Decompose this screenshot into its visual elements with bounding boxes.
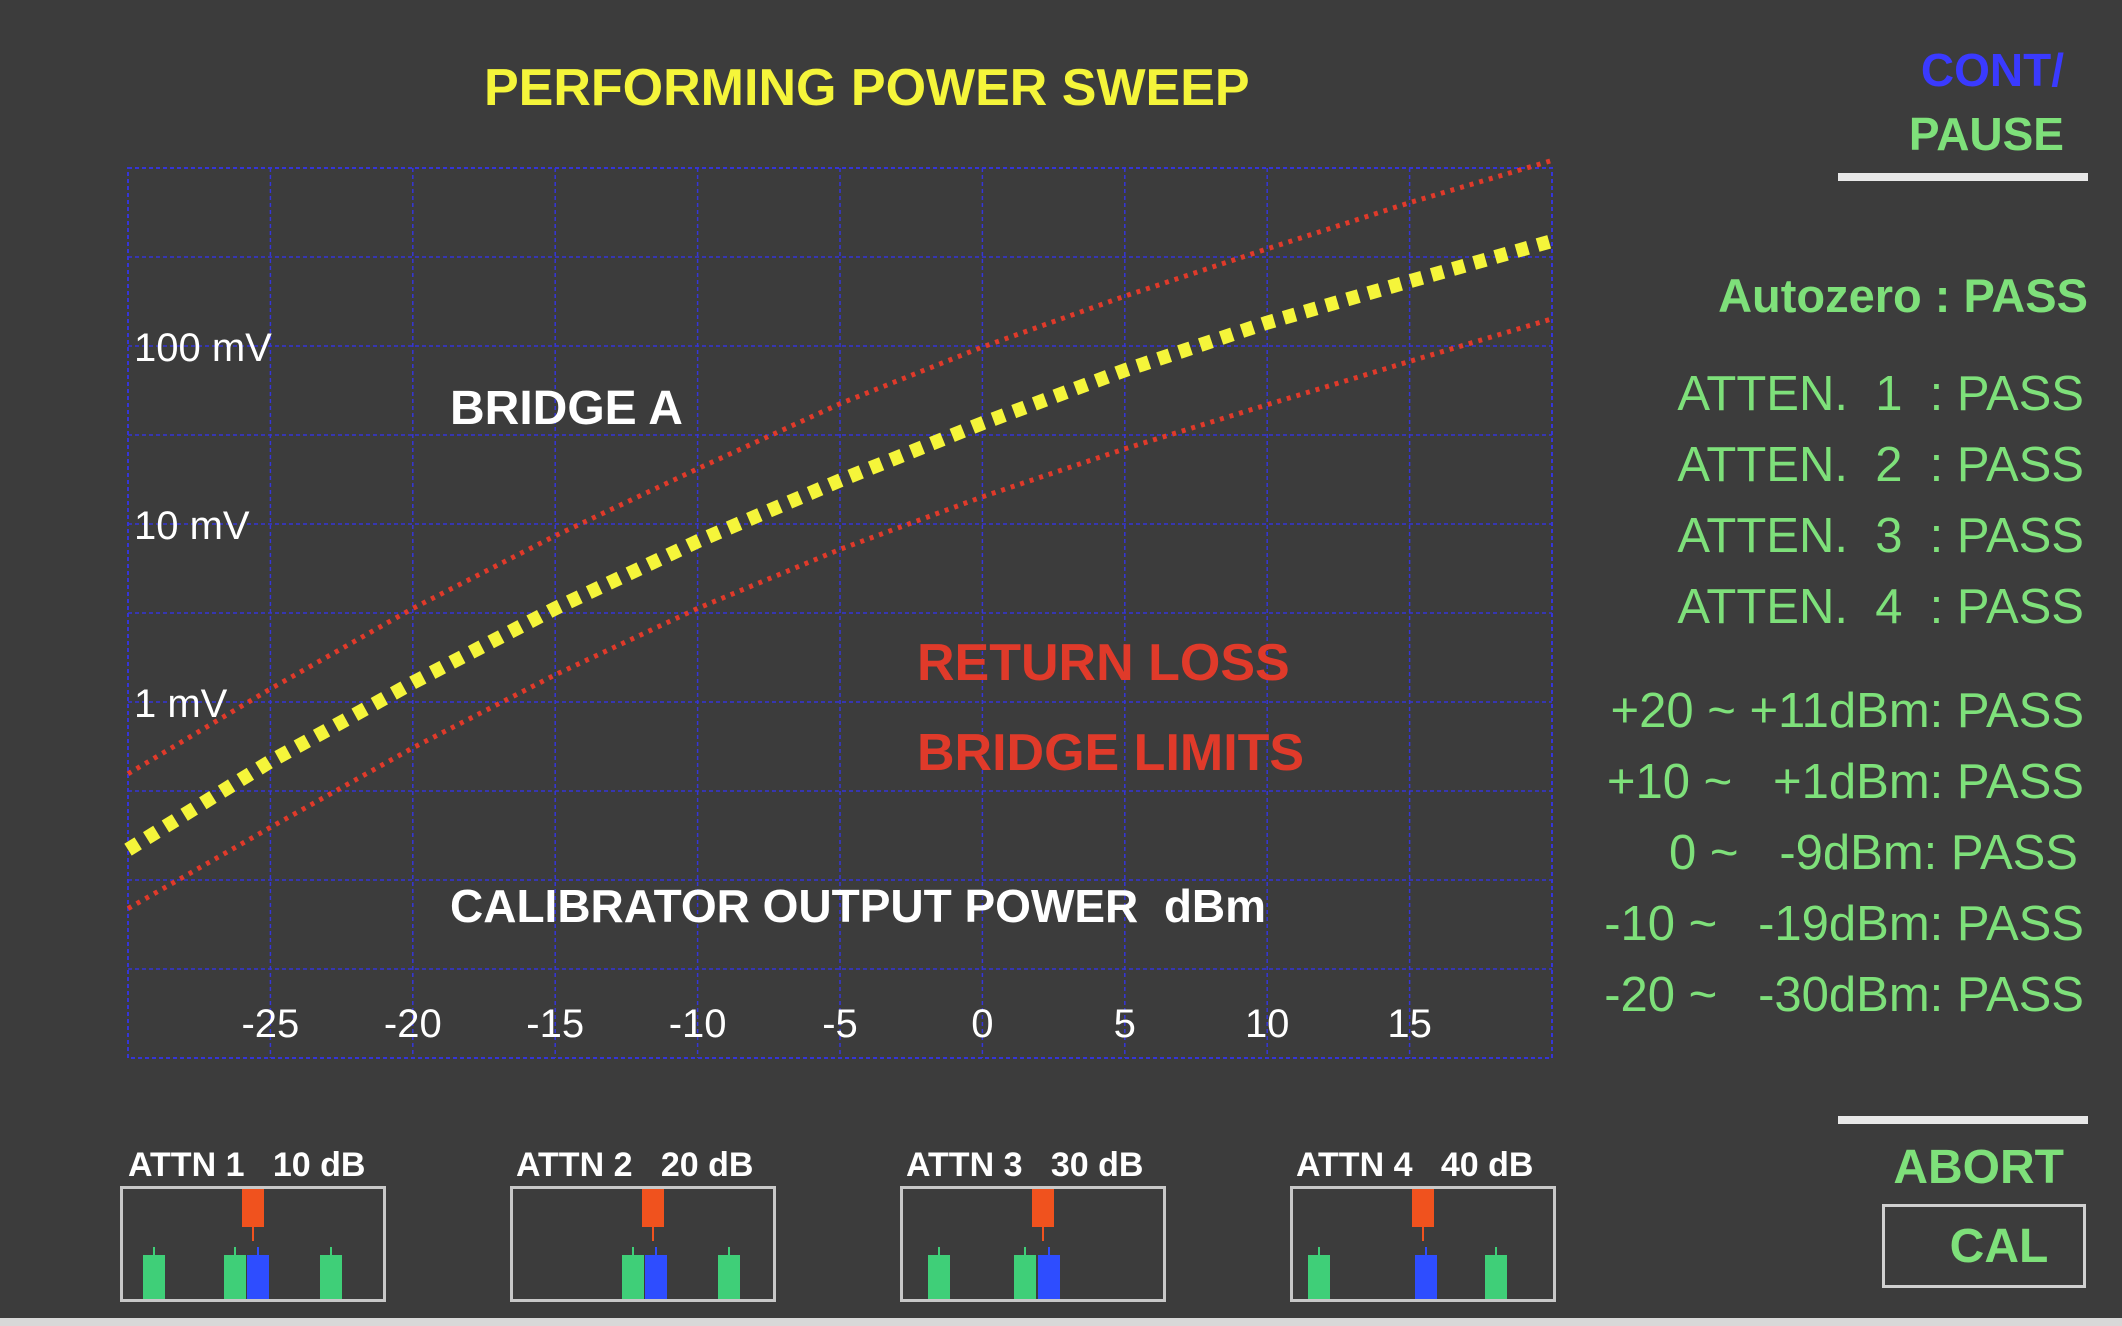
attn-bar-green — [223, 1255, 246, 1299]
x-tick-label: -5 — [822, 1002, 858, 1046]
atten-2-status: ATTEN. 2 : PASS — [1677, 438, 2084, 492]
attn-3-indicator — [900, 1186, 1166, 1302]
status-panel: Autozero : PASS ATTEN. 1 : PASS ATTEN. 2… — [1560, 0, 2090, 1022]
x-tick-label: -15 — [526, 1002, 584, 1046]
x-tick-label: 5 — [1114, 1002, 1136, 1046]
attn-bar-green — [717, 1255, 740, 1299]
attn-bar-green — [1484, 1255, 1507, 1299]
attn-4-indicator — [1290, 1186, 1556, 1302]
attn-bar-blue — [645, 1255, 667, 1299]
limits-label-line1: RETURN LOSS — [917, 634, 1290, 692]
cal-button[interactable]: CAL — [1882, 1204, 2086, 1288]
attn-marker-stem — [1422, 1227, 1424, 1241]
attn-marker — [642, 1189, 665, 1227]
attn-1-title: ATTN 1 10 dB — [128, 1146, 366, 1184]
attn-bar-blue — [247, 1255, 270, 1299]
bottom-strip — [0, 1318, 2122, 1326]
x-axis-label: CALIBRATOR OUTPUT POWER dBm — [450, 880, 1266, 932]
attn-bar-green — [1308, 1255, 1330, 1299]
x-tick-label: 0 — [971, 1002, 993, 1046]
attn-bar-tick — [938, 1247, 941, 1255]
attn-bar-green — [621, 1255, 644, 1299]
cal-label: CAL — [1949, 1219, 2049, 1273]
x-tick-label: -20 — [384, 1002, 442, 1046]
attn-bar-tick — [631, 1247, 634, 1255]
attn-bar-tick — [727, 1247, 730, 1255]
attn-bar-tick — [1494, 1247, 1497, 1255]
attn-3-title: ATTN 3 30 dB — [906, 1146, 1144, 1184]
abort-button[interactable]: ABORT — [1893, 1141, 2064, 1194]
atten-4-status: ATTEN. 4 : PASS — [1677, 580, 2084, 634]
range-status-3: 0 ~ -9dBm: PASS — [1669, 826, 2078, 880]
bridge-label: BRIDGE A — [450, 382, 683, 435]
attn-bar-tick — [153, 1247, 156, 1255]
chart-ticks: -25 -20 -15 -10 -5 0 5 10 15 100 mV 10 mV 1 mV — [134, 326, 1432, 1046]
range-status-5: -20 ~ -30dBm: PASS — [1604, 968, 2084, 1022]
attn-bar-green — [1014, 1255, 1037, 1299]
attn-bar-tick — [1047, 1247, 1050, 1255]
attn-marker — [1412, 1189, 1434, 1227]
attn-bar-tick — [1318, 1247, 1320, 1255]
x-tick-label: 10 — [1245, 1002, 1290, 1046]
y-tick-label: 1 mV — [134, 682, 228, 726]
attn-marker — [242, 1189, 264, 1227]
attn-bar-tick — [257, 1247, 260, 1255]
chart-labels: BRIDGE A RETURN LOSS BRIDGE LIMITS CALIB… — [450, 382, 1304, 932]
attn-bar-blue — [1414, 1255, 1437, 1299]
x-tick-label: -25 — [241, 1002, 299, 1046]
attn-marker — [1032, 1189, 1055, 1227]
page-title: PERFORMING POWER SWEEP — [484, 59, 1250, 117]
cont-label: CONT/ — [1920, 44, 2064, 96]
attn-bar-green — [928, 1255, 951, 1299]
range-status-2: +10 ~ +1dBm: PASS — [1606, 755, 2084, 809]
range-status-4: -10 ~ -19dBm: PASS — [1604, 897, 2084, 951]
attn-marker-stem — [652, 1227, 655, 1241]
attn-bar-tick — [655, 1247, 657, 1255]
attn-4-title: ATTN 4 40 dB — [1296, 1146, 1534, 1184]
attn-bar-green — [320, 1255, 342, 1299]
attn-bar-tick — [1024, 1247, 1027, 1255]
atten-3-status: ATTEN. 3 : PASS — [1677, 509, 2084, 563]
measured-curve — [124, 234, 1554, 856]
attn-2-title: ATTN 2 20 dB — [516, 1146, 754, 1184]
x-tick-label: 15 — [1387, 1002, 1432, 1046]
cont-pause-underline — [1838, 173, 2088, 181]
attn-bar-tick — [1424, 1247, 1427, 1255]
y-tick-label: 10 mV — [134, 504, 250, 548]
attn-marker-stem — [1042, 1227, 1045, 1241]
chart-series — [124, 158, 1554, 911]
x-tick-label: -10 — [669, 1002, 727, 1046]
pause-label: PAUSE — [1908, 108, 2064, 160]
abort-divider — [1838, 1116, 2088, 1124]
attn-marker-stem — [252, 1227, 254, 1241]
upper-limit-curve — [126, 158, 1553, 776]
chart-grid — [127, 167, 1553, 1059]
attn-2-indicator — [510, 1186, 776, 1302]
atten-1-status: ATTEN. 1 : PASS — [1677, 367, 2084, 421]
lower-limit-curve — [126, 316, 1553, 911]
cont-pause-button[interactable]: CONT/ PAUSE — [1830, 38, 2064, 166]
attn-bar-blue — [1037, 1255, 1060, 1299]
autozero-status: Autozero : PASS — [1718, 269, 2088, 322]
attn-bar-green — [143, 1255, 166, 1299]
y-tick-label: 100 mV — [134, 326, 272, 370]
range-status-1: +20 ~ +11dBm: PASS — [1610, 684, 2084, 738]
attn-1-indicator — [120, 1186, 386, 1302]
attn-bar-tick — [330, 1247, 332, 1255]
attn-bar-tick — [233, 1247, 236, 1255]
limits-label-line2: BRIDGE LIMITS — [917, 724, 1304, 782]
